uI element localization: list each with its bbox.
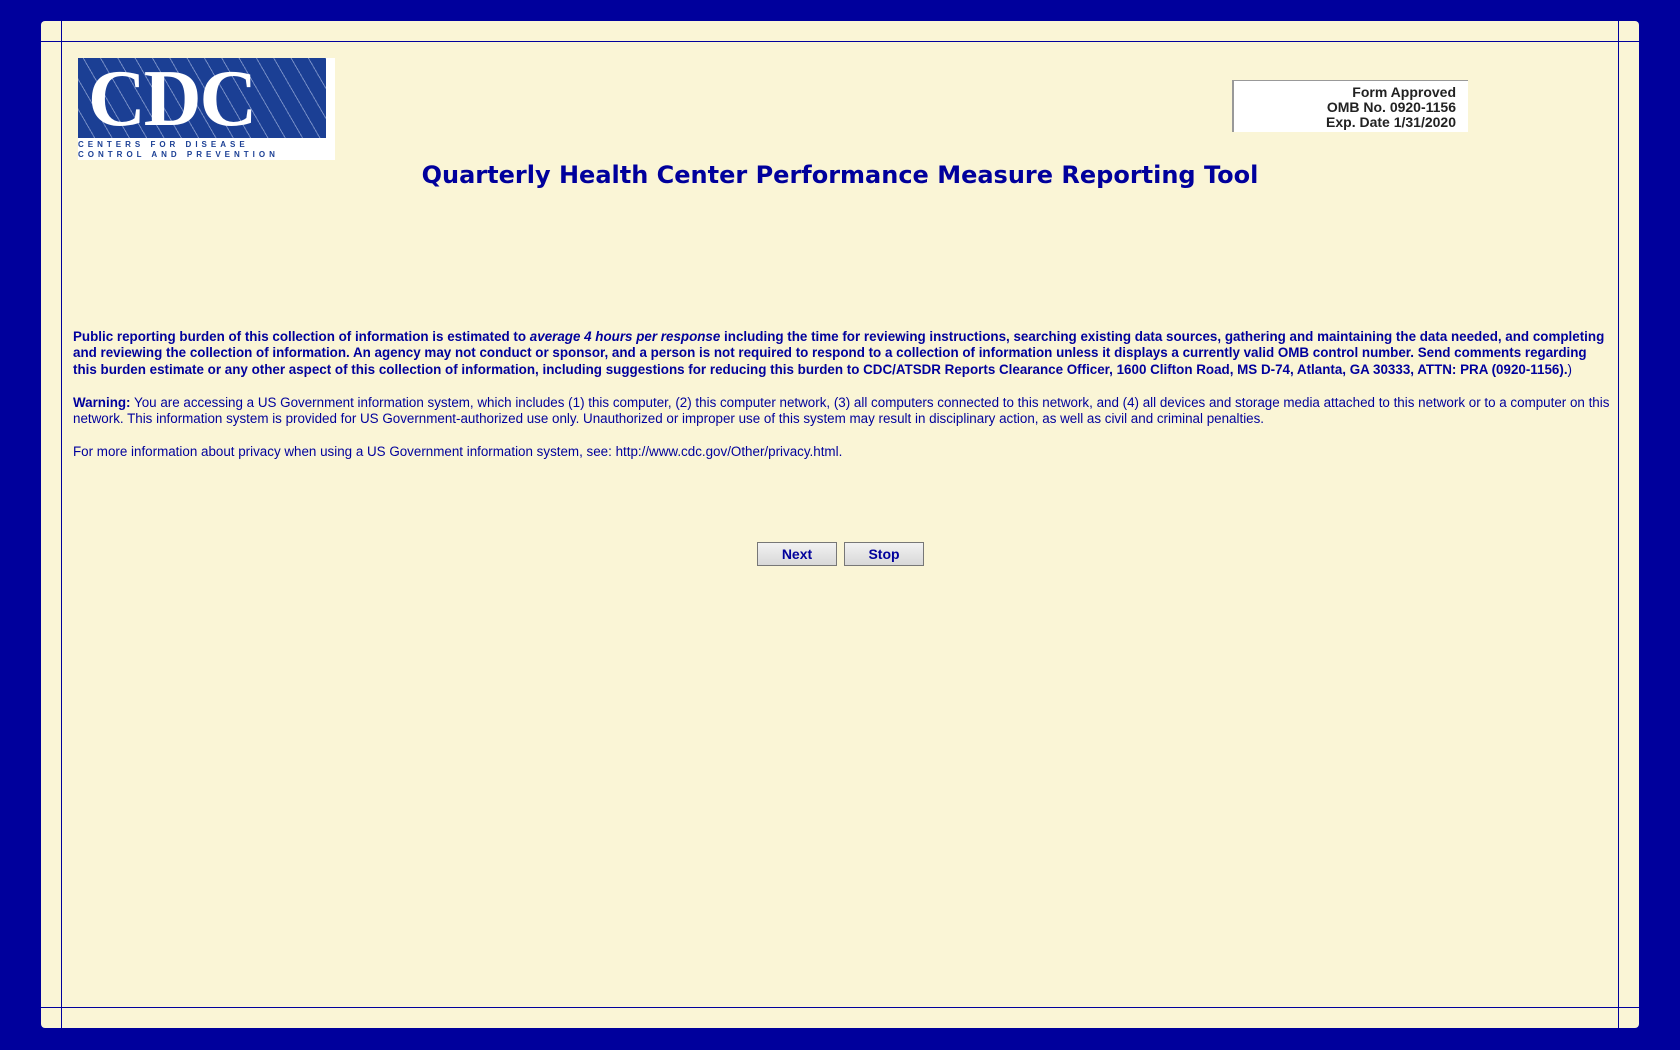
frame-line-bottom <box>41 1007 1639 1008</box>
stop-button[interactable]: Stop <box>844 542 924 566</box>
privacy-statement: For more information about privacy when … <box>73 444 1613 460</box>
logo-text: CDC <box>88 58 257 138</box>
frame-line-top <box>41 41 1639 42</box>
burden-emphasis: average 4 hours per response <box>529 329 721 344</box>
warning-statement: Warning: You are accessing a US Governme… <box>73 395 1613 428</box>
frame-line-left <box>61 21 62 1028</box>
frame-line-right <box>1618 21 1619 1028</box>
burden-closing: ) <box>1567 361 1573 377</box>
next-button[interactable]: Next <box>757 542 837 566</box>
warning-text: You are accessing a US Government inform… <box>73 394 1610 427</box>
omb-exp-date: Exp. Date 1/31/2020 <box>1326 114 1456 130</box>
warning-label: Warning: <box>73 394 131 410</box>
button-row: Next Stop <box>757 542 924 566</box>
page-title: Quarterly Health Center Performance Meas… <box>421 161 1259 189</box>
burden-text-end: including the time for reviewing instruc… <box>73 329 1605 377</box>
omb-approval-box: Form Approved OMB No. 0920-1156 Exp. Dat… <box>1232 80 1468 132</box>
logo-subtitle-2: CONTROL AND PREVENTION <box>78 150 279 159</box>
privacy-text: For more information about privacy when … <box>73 444 616 460</box>
logo-rays <box>78 58 326 138</box>
cdc-logo: CDC CENTERS FOR DISEASE CONTROL AND PREVE… <box>78 58 335 160</box>
omb-form-approved: Form Approved <box>1352 84 1456 100</box>
main-panel: CDC CENTERS FOR DISEASE CONTROL AND PREVE… <box>41 21 1639 1028</box>
logo-subtitle-1: CENTERS FOR DISEASE <box>78 140 249 149</box>
omb-number: OMB No. 0920-1156 <box>1326 99 1456 115</box>
burden-statement: Public reporting burden of this collecti… <box>73 329 1613 378</box>
burden-text-start: Public reporting burden of this collecti… <box>73 329 530 344</box>
privacy-url: http://www.cdc.gov/Other/privacy.html <box>615 444 839 460</box>
notice-text: Public reporting burden of this collecti… <box>73 329 1613 478</box>
privacy-end: . <box>838 444 843 460</box>
